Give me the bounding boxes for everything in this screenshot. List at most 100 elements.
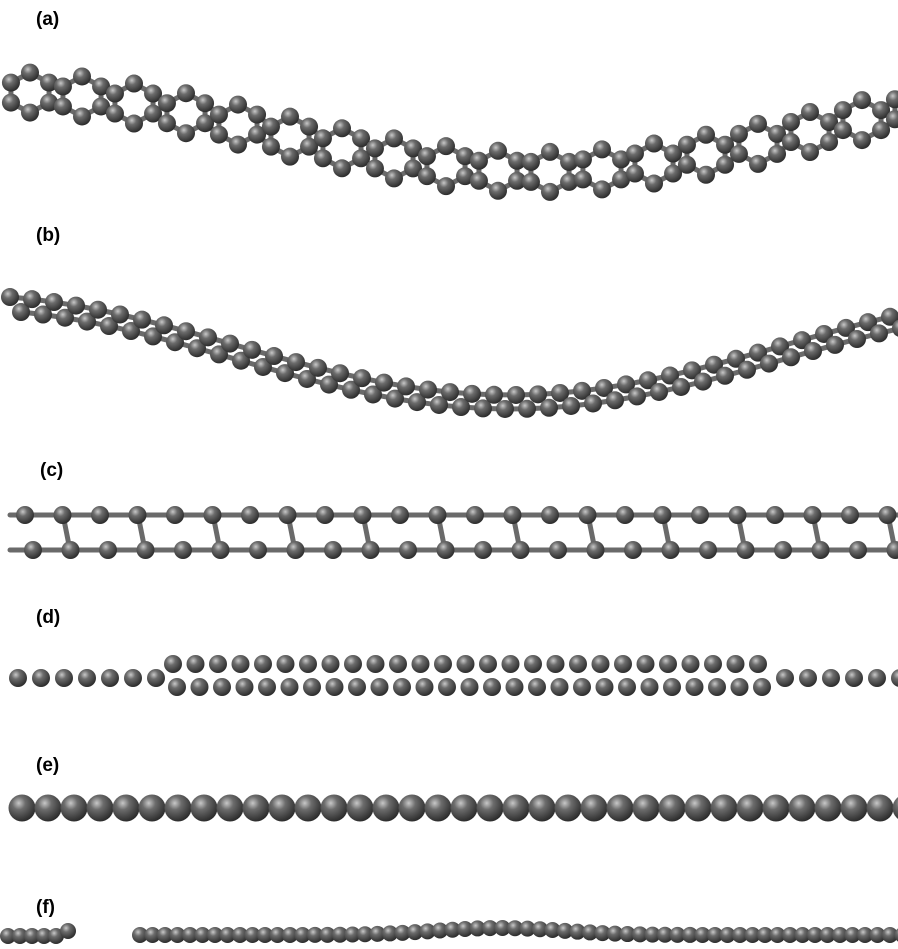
- atom: [633, 795, 660, 822]
- atom: [483, 678, 501, 696]
- atom: [502, 655, 520, 673]
- atom: [891, 669, 898, 687]
- atom: [574, 170, 592, 188]
- atom: [549, 541, 567, 559]
- atom: [699, 541, 717, 559]
- atom: [686, 678, 704, 696]
- atom: [24, 541, 42, 559]
- atom: [848, 330, 866, 348]
- panel-label: (a): [36, 9, 59, 30]
- atom: [371, 678, 389, 696]
- atom: [737, 795, 764, 822]
- atom: [32, 669, 50, 687]
- atom: [749, 155, 767, 173]
- atom: [607, 795, 634, 822]
- atom: [650, 383, 668, 401]
- atom: [137, 541, 155, 559]
- atom: [16, 506, 34, 524]
- atom: [749, 655, 767, 673]
- atom: [593, 180, 611, 198]
- atom: [867, 795, 894, 822]
- atom: [470, 152, 488, 170]
- atom: [641, 678, 659, 696]
- atom: [229, 96, 247, 114]
- atom: [522, 153, 540, 171]
- atom: [593, 140, 611, 158]
- atom: [826, 336, 844, 354]
- atom: [248, 106, 266, 124]
- atom: [789, 795, 816, 822]
- atom: [691, 506, 709, 524]
- atom: [626, 145, 644, 163]
- atom: [391, 506, 409, 524]
- atom: [101, 669, 119, 687]
- atom: [2, 94, 20, 112]
- atom: [731, 678, 749, 696]
- atom: [191, 678, 209, 696]
- panel-label: (f): [36, 897, 55, 918]
- atom: [54, 506, 72, 524]
- atom: [626, 165, 644, 183]
- atom: [438, 678, 456, 696]
- panel-label: (c): [40, 460, 63, 481]
- atom: [637, 655, 655, 673]
- atom: [314, 149, 332, 167]
- atom: [269, 795, 296, 822]
- atom: [799, 669, 817, 687]
- atom: [165, 795, 192, 822]
- atom: [584, 394, 602, 412]
- atom: [191, 795, 218, 822]
- atom: [217, 795, 244, 822]
- atom: [573, 678, 591, 696]
- atom: [418, 167, 436, 185]
- atom: [496, 400, 514, 418]
- atom: [262, 138, 280, 156]
- atom: [362, 541, 380, 559]
- atom: [663, 678, 681, 696]
- atom: [678, 156, 696, 174]
- atom: [236, 678, 254, 696]
- atom: [730, 125, 748, 143]
- atom: [367, 655, 385, 673]
- atom: [753, 678, 771, 696]
- atom: [763, 795, 790, 822]
- atom: [213, 678, 231, 696]
- atom: [89, 301, 107, 319]
- atom: [78, 669, 96, 687]
- atom: [299, 655, 317, 673]
- atom: [314, 129, 332, 147]
- atom: [418, 147, 436, 165]
- atom: [204, 506, 222, 524]
- atom: [504, 506, 522, 524]
- atom: [373, 795, 400, 822]
- atom: [479, 655, 497, 673]
- atom: [659, 655, 677, 673]
- atom: [678, 136, 696, 154]
- atom: [229, 136, 247, 154]
- atom: [61, 795, 88, 822]
- atom: [221, 335, 239, 353]
- atom: [820, 133, 838, 151]
- atom: [147, 669, 165, 687]
- atom: [54, 97, 72, 115]
- atom: [879, 506, 897, 524]
- atom: [425, 795, 452, 822]
- atom: [54, 77, 72, 95]
- atom: [9, 795, 36, 822]
- atom: [569, 655, 587, 673]
- atom: [385, 129, 403, 147]
- atom: [654, 506, 672, 524]
- atom: [834, 121, 852, 139]
- atom: [485, 386, 503, 404]
- atom: [541, 506, 559, 524]
- atom: [574, 150, 592, 168]
- atom: [596, 678, 614, 696]
- atom: [489, 142, 507, 160]
- atom: [279, 506, 297, 524]
- atom: [801, 103, 819, 121]
- atom: [166, 506, 184, 524]
- atom: [834, 101, 852, 119]
- atom: [67, 297, 85, 315]
- atom: [441, 383, 459, 401]
- atom: [551, 678, 569, 696]
